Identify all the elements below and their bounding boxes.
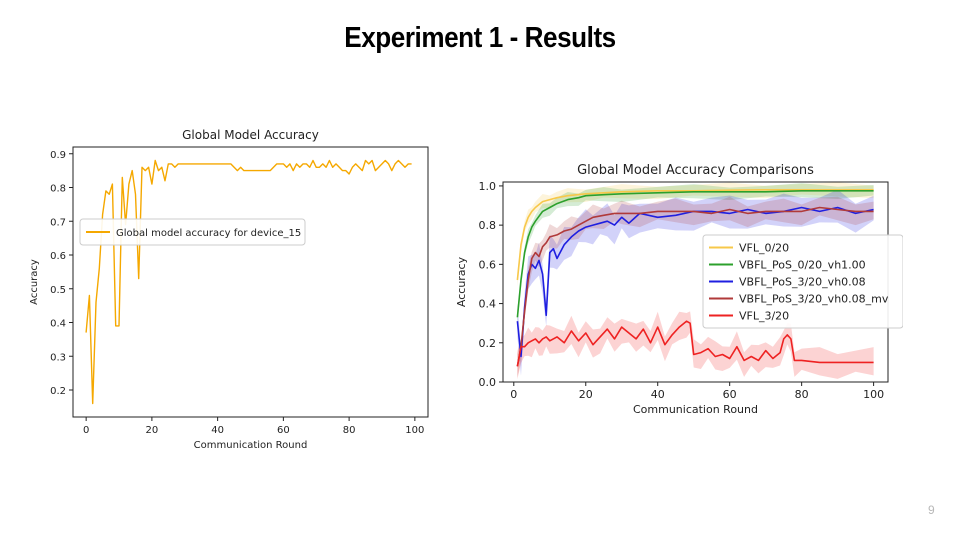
y-axis-label: Accuracy xyxy=(30,259,40,305)
y-tick-label: 1.0 xyxy=(479,180,497,193)
y-tick-label: 0.6 xyxy=(479,258,497,271)
x-axis-label: Communication Round xyxy=(633,403,758,416)
legend-label-1: VBFL_PoS_0/20_vh1.00 xyxy=(739,259,866,272)
y-tick-label: 0.8 xyxy=(479,219,497,232)
series-line-0 xyxy=(85,159,412,405)
chart-global-model-accuracy-comparisons: Global Model Accuracy Comparisons 0 20 40 60… xyxy=(455,163,903,416)
x-tick-label: 40 xyxy=(651,388,665,401)
x-tick-label: 60 xyxy=(723,388,737,401)
y-tick-label: 0.0 xyxy=(479,376,497,389)
series-line-3 xyxy=(516,206,874,367)
legend-label-0: VFL_0/20 xyxy=(739,242,789,255)
legend-label-2: VBFL_PoS_3/20_vh0.08 xyxy=(739,276,866,289)
series-line-0 xyxy=(516,189,874,281)
legend-label-0: Global model accuracy for device_15 xyxy=(116,228,301,239)
x-tick-label: 100 xyxy=(863,388,884,401)
legend-label-4: VFL_3/20 xyxy=(739,310,789,323)
y-tick-label: 0.2 xyxy=(50,386,66,397)
x-tick-label: 20 xyxy=(146,425,159,436)
x-tick-label: 40 xyxy=(211,425,224,436)
y-tick-label: 0.4 xyxy=(50,319,66,330)
x-tick-label: 20 xyxy=(579,388,593,401)
y-tick-label: 0.7 xyxy=(50,217,66,228)
series-band-4 xyxy=(517,311,874,380)
chart-title: Global Model Accuracy Comparisons xyxy=(577,163,814,178)
slide-title: Experiment 1 - Results xyxy=(344,22,616,54)
legend-box xyxy=(702,234,903,329)
series-band-1 xyxy=(517,183,874,324)
chart-title: Global Model Accuracy xyxy=(182,128,319,142)
x-axis-label: Communication Round xyxy=(194,440,308,451)
x-tick-label: 0 xyxy=(83,425,89,436)
series-band-3 xyxy=(517,196,874,378)
y-tick-label: 0.9 xyxy=(50,150,66,161)
y-tick-label: 0.2 xyxy=(479,337,497,350)
series-band-0 xyxy=(517,182,874,287)
x-tick-label: 60 xyxy=(277,425,290,436)
y-tick-label: 0.5 xyxy=(50,285,66,296)
y-tick-label: 0.8 xyxy=(50,184,66,195)
page-number: 9 xyxy=(928,503,935,517)
y-tick-label: 0.3 xyxy=(50,352,66,363)
y-axis-label: Accuracy xyxy=(455,256,468,307)
chart-global-model-accuracy: Global Model Accuracy 0 20 40 60 80 100 0.2 0.3 0… xyxy=(30,128,429,451)
plot-frame xyxy=(72,146,429,418)
series-line-4 xyxy=(516,320,874,367)
series-line-1 xyxy=(516,190,874,318)
x-tick-label: 100 xyxy=(405,425,424,436)
x-tick-label: 80 xyxy=(795,388,809,401)
legend-box xyxy=(79,218,306,246)
legend-label-3: VBFL_PoS_3/20_vh0.08_mv xyxy=(739,293,889,306)
series-line-2 xyxy=(516,206,874,358)
y-tick-label: 0.4 xyxy=(479,298,497,311)
y-tick-label: 0.6 xyxy=(50,251,66,262)
x-tick-label: 80 xyxy=(343,425,356,436)
x-tick-label: 0 xyxy=(510,388,517,401)
